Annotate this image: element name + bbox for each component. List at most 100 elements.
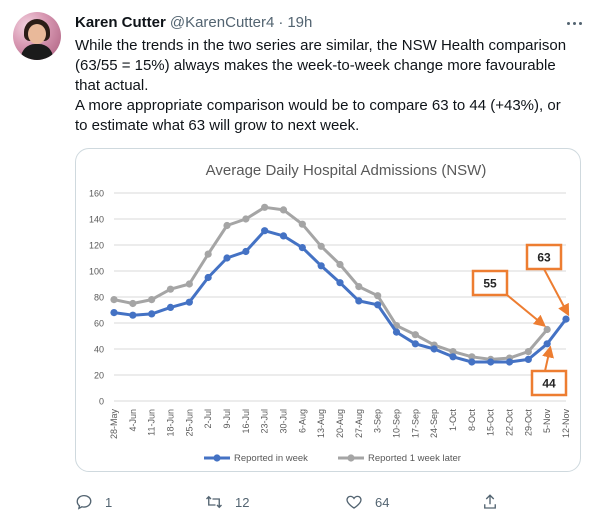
x-tick-label: 18-Jun xyxy=(166,409,176,437)
x-tick-label: 25-Jun xyxy=(184,409,194,437)
x-tick-label: 2-Jul xyxy=(203,409,213,429)
data-point xyxy=(279,206,288,214)
data-point xyxy=(355,297,363,305)
data-point xyxy=(261,227,269,235)
data-point xyxy=(204,250,212,258)
y-tick-label: 60 xyxy=(94,319,104,329)
reply-count: 1 xyxy=(105,494,113,510)
tweet-text-line: to estimate what 63 will grow to next we… xyxy=(75,117,360,134)
chart-title: Average Daily Hospital Admissions (NSW) xyxy=(206,162,487,179)
heart-icon xyxy=(346,495,362,509)
x-tick-label: 10-Sep xyxy=(392,409,402,438)
tweet-text-line: A more appropriate comparison would be t… xyxy=(75,97,561,114)
data-point xyxy=(242,215,250,223)
x-tick-label: 9-Jul xyxy=(222,409,232,429)
x-tick-label: 30-Jul xyxy=(279,409,289,434)
x-tick-label: 6-Aug xyxy=(297,409,307,433)
data-point xyxy=(110,309,118,317)
data-point xyxy=(449,348,457,356)
data-point xyxy=(336,260,344,269)
x-tick-label: 13-Aug xyxy=(316,409,326,438)
data-point xyxy=(430,345,438,353)
x-tick-label: 15-Oct xyxy=(486,409,496,437)
data-point xyxy=(317,242,325,250)
tweet-text-line: that actual. xyxy=(75,77,149,94)
y-tick-label: 100 xyxy=(89,267,104,277)
more-horizontal-icon[interactable] xyxy=(562,14,586,32)
data-point xyxy=(166,303,175,311)
data-point xyxy=(543,340,551,348)
data-point xyxy=(298,220,306,228)
line-chart: Average Daily Hospital Admissions (NSW) 0… xyxy=(89,162,571,464)
data-point xyxy=(524,348,532,356)
author-handle[interactable]: @KarenCutter4 xyxy=(169,14,275,31)
data-point xyxy=(204,273,212,282)
data-point xyxy=(524,355,532,363)
tweet-text: While the trends in the two series are s… xyxy=(75,36,585,136)
data-point xyxy=(487,358,495,366)
author-name[interactable]: Karen Cutter xyxy=(75,14,166,31)
y-tick-label: 20 xyxy=(94,371,104,381)
data-point xyxy=(562,315,570,323)
x-tick-label: 3-Sep xyxy=(373,409,383,433)
reply-icon xyxy=(76,494,92,510)
data-point xyxy=(505,358,514,366)
legend-label: Reported in week xyxy=(234,453,308,464)
retweet-icon xyxy=(206,495,222,509)
x-tick-label: 22-Oct xyxy=(505,409,515,437)
data-point xyxy=(148,296,156,304)
legend-marker xyxy=(347,454,355,462)
annotation-box xyxy=(530,369,568,397)
annotation-box xyxy=(471,269,509,297)
x-tick-label: 28-May xyxy=(109,409,119,440)
y-tick-label: 120 xyxy=(89,241,104,251)
data-point xyxy=(468,353,476,361)
legend-marker xyxy=(213,454,221,462)
data-point xyxy=(261,203,269,211)
data-point xyxy=(411,331,419,339)
tweet-text-line: While the trends in the two series are s… xyxy=(75,37,567,54)
series-line xyxy=(113,229,568,364)
tweet-header: Karen Cutter @KarenCutter4 · 19h xyxy=(75,14,312,32)
y-tick-label: 0 xyxy=(99,397,104,407)
avatar[interactable] xyxy=(13,12,61,60)
x-tick-label: 4-Jun xyxy=(128,409,138,432)
y-tick-label: 140 xyxy=(89,215,104,225)
data-point xyxy=(110,296,118,304)
x-tick-label: 1-Oct xyxy=(448,409,458,432)
data-point xyxy=(129,299,137,308)
annotation-arrow xyxy=(543,268,570,317)
data-point xyxy=(355,283,363,291)
like-button[interactable]: 64 xyxy=(345,490,389,514)
data-point xyxy=(223,221,231,230)
annotation-box xyxy=(525,243,563,271)
x-tick-label: 23-Jul xyxy=(260,409,270,434)
data-point xyxy=(166,285,175,293)
data-point xyxy=(129,311,137,319)
chart-image[interactable]: Average Daily Hospital Admissions (NSW) 0… xyxy=(75,148,581,472)
x-tick-label: 8-Oct xyxy=(467,409,477,432)
x-tick-label: 20-Aug xyxy=(335,409,345,438)
annotation-arrow xyxy=(506,294,547,328)
data-point xyxy=(279,232,288,240)
data-point xyxy=(449,353,457,361)
like-count: 64 xyxy=(375,494,390,510)
x-tick-label: 16-Jul xyxy=(241,409,251,434)
annotation-label: 63 xyxy=(537,251,551,265)
reply-button[interactable]: 1 xyxy=(75,490,112,514)
data-point xyxy=(317,262,325,270)
data-point xyxy=(185,298,193,306)
x-tick-label: 17-Sep xyxy=(410,409,420,438)
data-point xyxy=(374,301,382,309)
share-button[interactable] xyxy=(481,490,499,514)
annotation-arrow xyxy=(542,345,554,372)
separator: · xyxy=(278,14,284,31)
share-icon xyxy=(484,494,496,509)
retweet-button[interactable]: 12 xyxy=(205,490,249,514)
x-tick-label: 12-Nov xyxy=(561,409,571,439)
x-tick-label: 5-Nov xyxy=(542,409,552,434)
tweet-time[interactable]: 19h xyxy=(287,14,313,31)
data-point xyxy=(392,328,401,336)
x-tick-label: 11-Jun xyxy=(147,409,157,436)
